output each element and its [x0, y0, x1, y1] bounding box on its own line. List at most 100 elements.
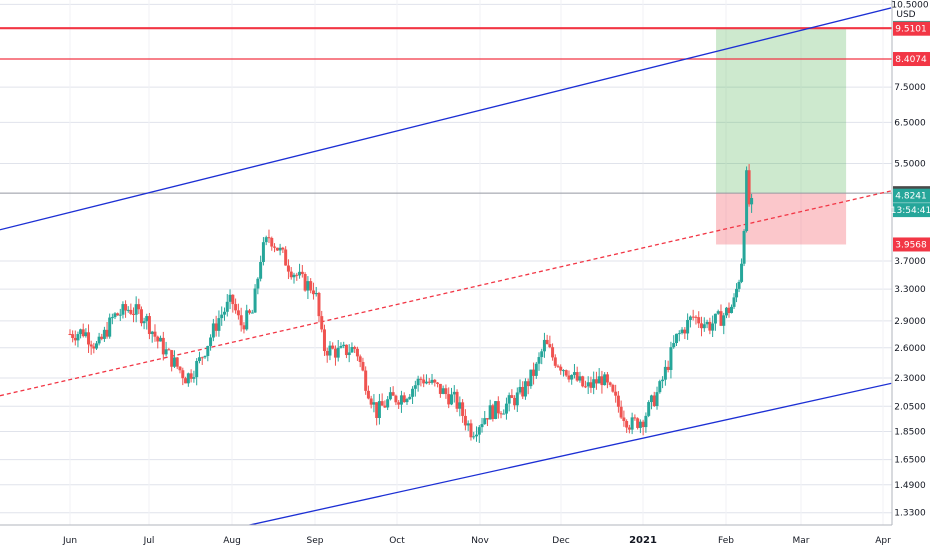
candle-body [750, 198, 754, 205]
candle-body [545, 339, 549, 345]
candle-body [402, 395, 406, 403]
candle-body [76, 334, 80, 341]
y-tick-label: 7.5000 [894, 83, 926, 93]
candle-body [333, 348, 337, 358]
candle-body [526, 381, 530, 387]
candle-body [441, 388, 445, 394]
candle-body [449, 394, 453, 405]
candle-body [317, 292, 321, 317]
candle-body [366, 390, 370, 399]
candle-body [170, 350, 174, 367]
candle-body [627, 427, 631, 430]
candle-body [116, 313, 120, 316]
y-tick-label: 5.5000 [894, 159, 926, 169]
candle-body [747, 170, 751, 205]
candle-body [540, 351, 544, 358]
candle-body [542, 339, 546, 352]
candle-body [553, 357, 557, 366]
candle-body [102, 329, 106, 339]
candle-body [261, 242, 265, 262]
candle-body [510, 395, 514, 398]
candle-body [567, 375, 571, 380]
candle-body [239, 315, 243, 326]
candle-body [447, 394, 451, 405]
candle-body [408, 396, 412, 400]
candle-body [270, 237, 274, 247]
candle-body [499, 413, 503, 415]
candle-body [231, 294, 235, 305]
candle-body [377, 401, 381, 418]
candle-body [496, 401, 500, 414]
candle-body [597, 376, 601, 384]
price-labels: 9.54089.51018.40744.87434.824113:54:413.… [891, 20, 931, 252]
candle-body [211, 323, 215, 338]
candle-body [669, 347, 673, 370]
candle-body [284, 249, 288, 266]
candle-body [633, 417, 637, 419]
candle-body [97, 336, 101, 344]
candle-body [68, 333, 72, 335]
trendlines[interactable] [0, 7, 892, 529]
candle-body [388, 392, 392, 400]
candle-body [79, 329, 83, 335]
candle-body [737, 281, 741, 289]
candle-body [186, 373, 190, 384]
candle-body [375, 402, 379, 418]
y-tick-label: 2.6000 [894, 344, 926, 354]
candle-body [150, 331, 154, 335]
candle-body [436, 382, 440, 384]
candle-body [353, 347, 357, 349]
candle-body [655, 392, 659, 407]
candle-body [209, 337, 213, 346]
x-tick-label: Dec [552, 536, 569, 546]
long-position-tool[interactable] [0, 27, 892, 245]
candle-body [259, 261, 263, 279]
y-tick-label: 2.9000 [894, 317, 926, 327]
candle-body [461, 402, 465, 416]
y-tick-label: 1.6500 [894, 456, 926, 466]
candle-body [735, 288, 739, 298]
candle-body [222, 311, 226, 315]
candle-body [397, 402, 401, 405]
candle-body [614, 391, 618, 396]
candle-body [688, 316, 692, 320]
candle-body [529, 369, 533, 387]
candle-body [289, 271, 293, 278]
candle-body [322, 329, 326, 352]
candle-body [605, 374, 609, 383]
candle-body [121, 304, 125, 315]
candle-body [724, 307, 728, 316]
candle-body [137, 304, 141, 310]
candle-body [275, 247, 279, 251]
candle-body [581, 376, 585, 387]
candle-body [281, 247, 285, 250]
candle-body [372, 402, 376, 405]
trendline [0, 7, 892, 231]
candle-body [422, 379, 426, 384]
candle-body [110, 317, 114, 319]
x-tick-label: Jul [143, 536, 155, 546]
horizontal-lines[interactable] [0, 28, 892, 60]
candle-body [416, 378, 420, 386]
price-label-box [893, 21, 930, 36]
candle-body [234, 304, 238, 311]
candle-body [619, 406, 623, 418]
candle-body [444, 388, 448, 395]
candle-body [745, 170, 749, 231]
candle-body [325, 351, 329, 356]
candle-body [411, 388, 415, 397]
price-label-box [893, 52, 930, 67]
candle-body [532, 369, 536, 376]
candle-body [683, 329, 687, 334]
x-tick-label: Jun [62, 536, 77, 546]
candle-body [129, 309, 133, 314]
candle-body [504, 403, 508, 414]
candle-body [466, 423, 470, 426]
candle-body [156, 336, 160, 342]
candle-body [575, 372, 579, 381]
candle-body [483, 418, 487, 425]
candle-body [719, 311, 723, 326]
